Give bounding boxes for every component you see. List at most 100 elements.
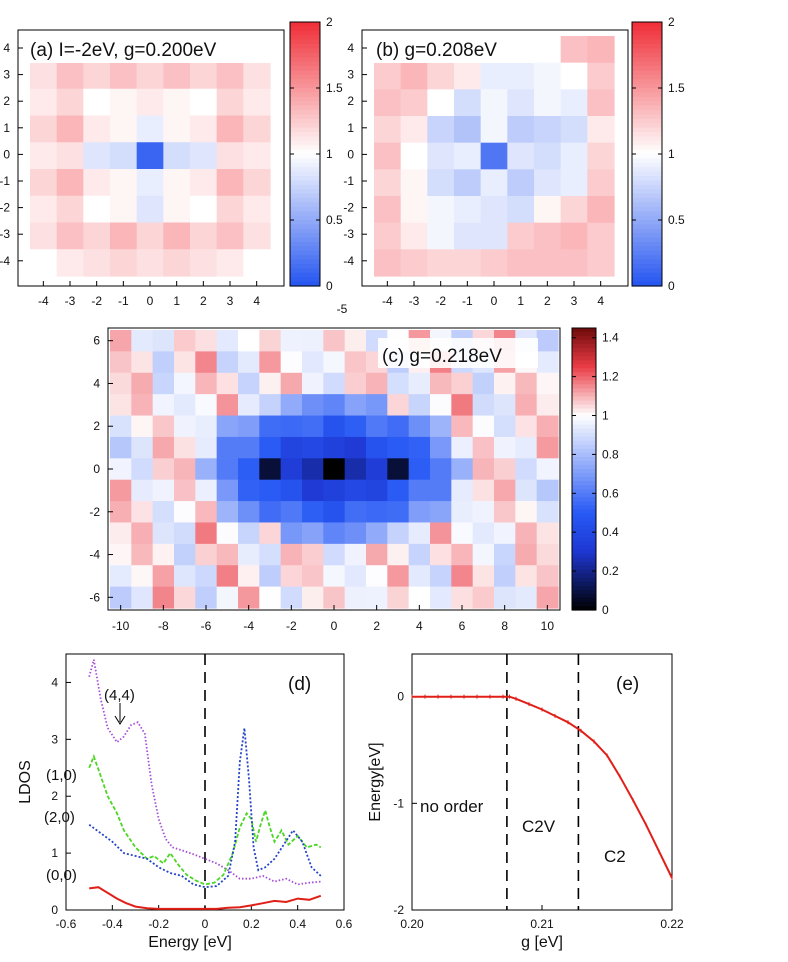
panel-c-cell [216,565,239,588]
panel-e: 0.20 0.21 0.220-1-2 (e) g [eV] Energy[eV] … [367,653,684,951]
panel-a-colorbar-step [290,74,320,80]
panel-a-cell [243,222,271,250]
panel-c-ytick-label: -4 [89,548,100,562]
panel-c-cell [536,351,559,374]
panel-c-cell [152,522,175,545]
panel-c-cell [238,436,260,459]
panel-b-colorbar-step [632,220,662,225]
panel-c-xtick-label: -6 [201,619,212,633]
panel-c-colorbar-step [572,569,596,575]
panel-c-cell [152,436,175,459]
panel-b-colorbar-step [632,180,662,186]
panel-b-title: (b) g=0.208eV [376,40,497,61]
panel-c-cell [323,415,346,438]
panel-b-cell [400,142,428,170]
panel-b-xtick-label: -2 [435,294,446,308]
panel-a-colorbar-step [290,237,320,243]
panel-c-colorbar-step [572,424,596,430]
panel-c-colorbar-label: 0 [602,603,609,617]
panel-c-cell [259,458,282,481]
panel-c-cell [472,372,495,395]
panel-c-cell [174,543,196,566]
panel-c-cell [430,415,452,438]
panel-b-cell [400,169,428,197]
panel-c-colorbar-step [572,501,596,506]
panel-a-colorbar-step [290,70,320,76]
panel-c-cell [451,415,474,438]
panel-b-colorbar-step [632,215,662,221]
panel-b-colorbar-label: 2 [668,15,675,29]
panel-c-xtick-label: 10 [541,619,555,633]
panel-a-colorbar-step [290,255,320,261]
panel-c-cell [472,565,495,588]
panel-a-cell [56,249,84,277]
panel-b-colorbar-step [632,114,662,120]
panel-c-cell [280,586,303,609]
panel-d-annotation-44: (4,4) [104,687,135,704]
panel-c-cell [110,543,132,566]
panel-b-xtick-label: 0 [491,294,498,308]
panel-a-ytick-label: 4 [3,41,10,55]
panel-b-cell [534,222,562,250]
panel-a-cell [56,115,84,143]
panel-c-cell [152,543,175,566]
panel-a-cell [56,88,84,117]
panel-a-ytick-label: 2 [3,94,10,108]
panel-a-colorbar-step [290,198,320,203]
panel-a-colorbar-step [290,264,320,269]
panel-b-colorbar-step [632,88,662,93]
panel-c-cell [408,543,431,566]
panel-b-xtick-label: -3 [409,294,420,308]
panel-c-cell [430,565,452,588]
panel-a-cell [136,249,164,277]
panel-a-cell [243,249,271,277]
panel-c-cell [238,586,260,609]
panel-c-cell [430,543,452,566]
panel-b-ytick-label: 0 [347,147,354,161]
panel-a-colorbar-step [290,140,320,146]
panel-c-cell [152,458,175,481]
panel-c-cell [451,501,474,524]
panel-a-cell [136,88,164,117]
panel-c-cell [366,394,388,417]
panel-d-ticks: -0.6 -0.4 -0.2 0 0.2 0.4 0.6 4 3 2 1 0 [51,675,352,931]
panel-c-colorbar-step [572,356,596,361]
panel-a-colorbar-step [290,132,320,137]
panel-a-colorbar-label: 0.5 [326,213,343,227]
panel-b-cell [534,196,562,224]
panel-c-cell [110,565,132,588]
panel-c-colorbar-step [572,485,596,490]
panel-c-cell [280,501,303,524]
panel-a-cell [110,195,138,224]
panel-c-cell [387,436,410,459]
panel-c-cell [238,372,260,395]
panel-a-cell [110,115,138,143]
panel-c-cell [323,436,346,459]
panel-c-cell [323,394,346,417]
panel-b-colorbar-step [632,162,662,168]
panel-e-ytick-label: -2 [393,903,404,917]
panel-b-cell [400,62,428,90]
panel-c-cell [430,458,452,481]
panel-c-cell [131,415,154,438]
panel-c-cell [387,415,410,438]
panel-c-colorbar-label: 1.4 [602,331,619,345]
panel-c-cell [302,330,324,352]
panel-c-cell [344,586,367,609]
panel-c-cell [216,543,239,566]
panel-c-cell [259,586,282,609]
panel-c-cell [152,586,175,609]
panel-c-cell [280,436,303,459]
panel-a-colorbar-step [290,79,320,85]
panel-c-colorbar-step [572,545,596,551]
panel-c-cell [430,522,452,545]
panel-c-colorbar-step [572,344,596,349]
panel-c-cell [387,543,410,566]
panel-c-cell [174,458,196,481]
panel-a-cell [83,88,111,117]
panel-a-cell [190,195,218,224]
panel-a-cell [163,115,191,143]
panel-a-colorbar-step [290,92,320,98]
panel-c-cell [174,415,196,438]
panel-c-cell [280,330,303,352]
